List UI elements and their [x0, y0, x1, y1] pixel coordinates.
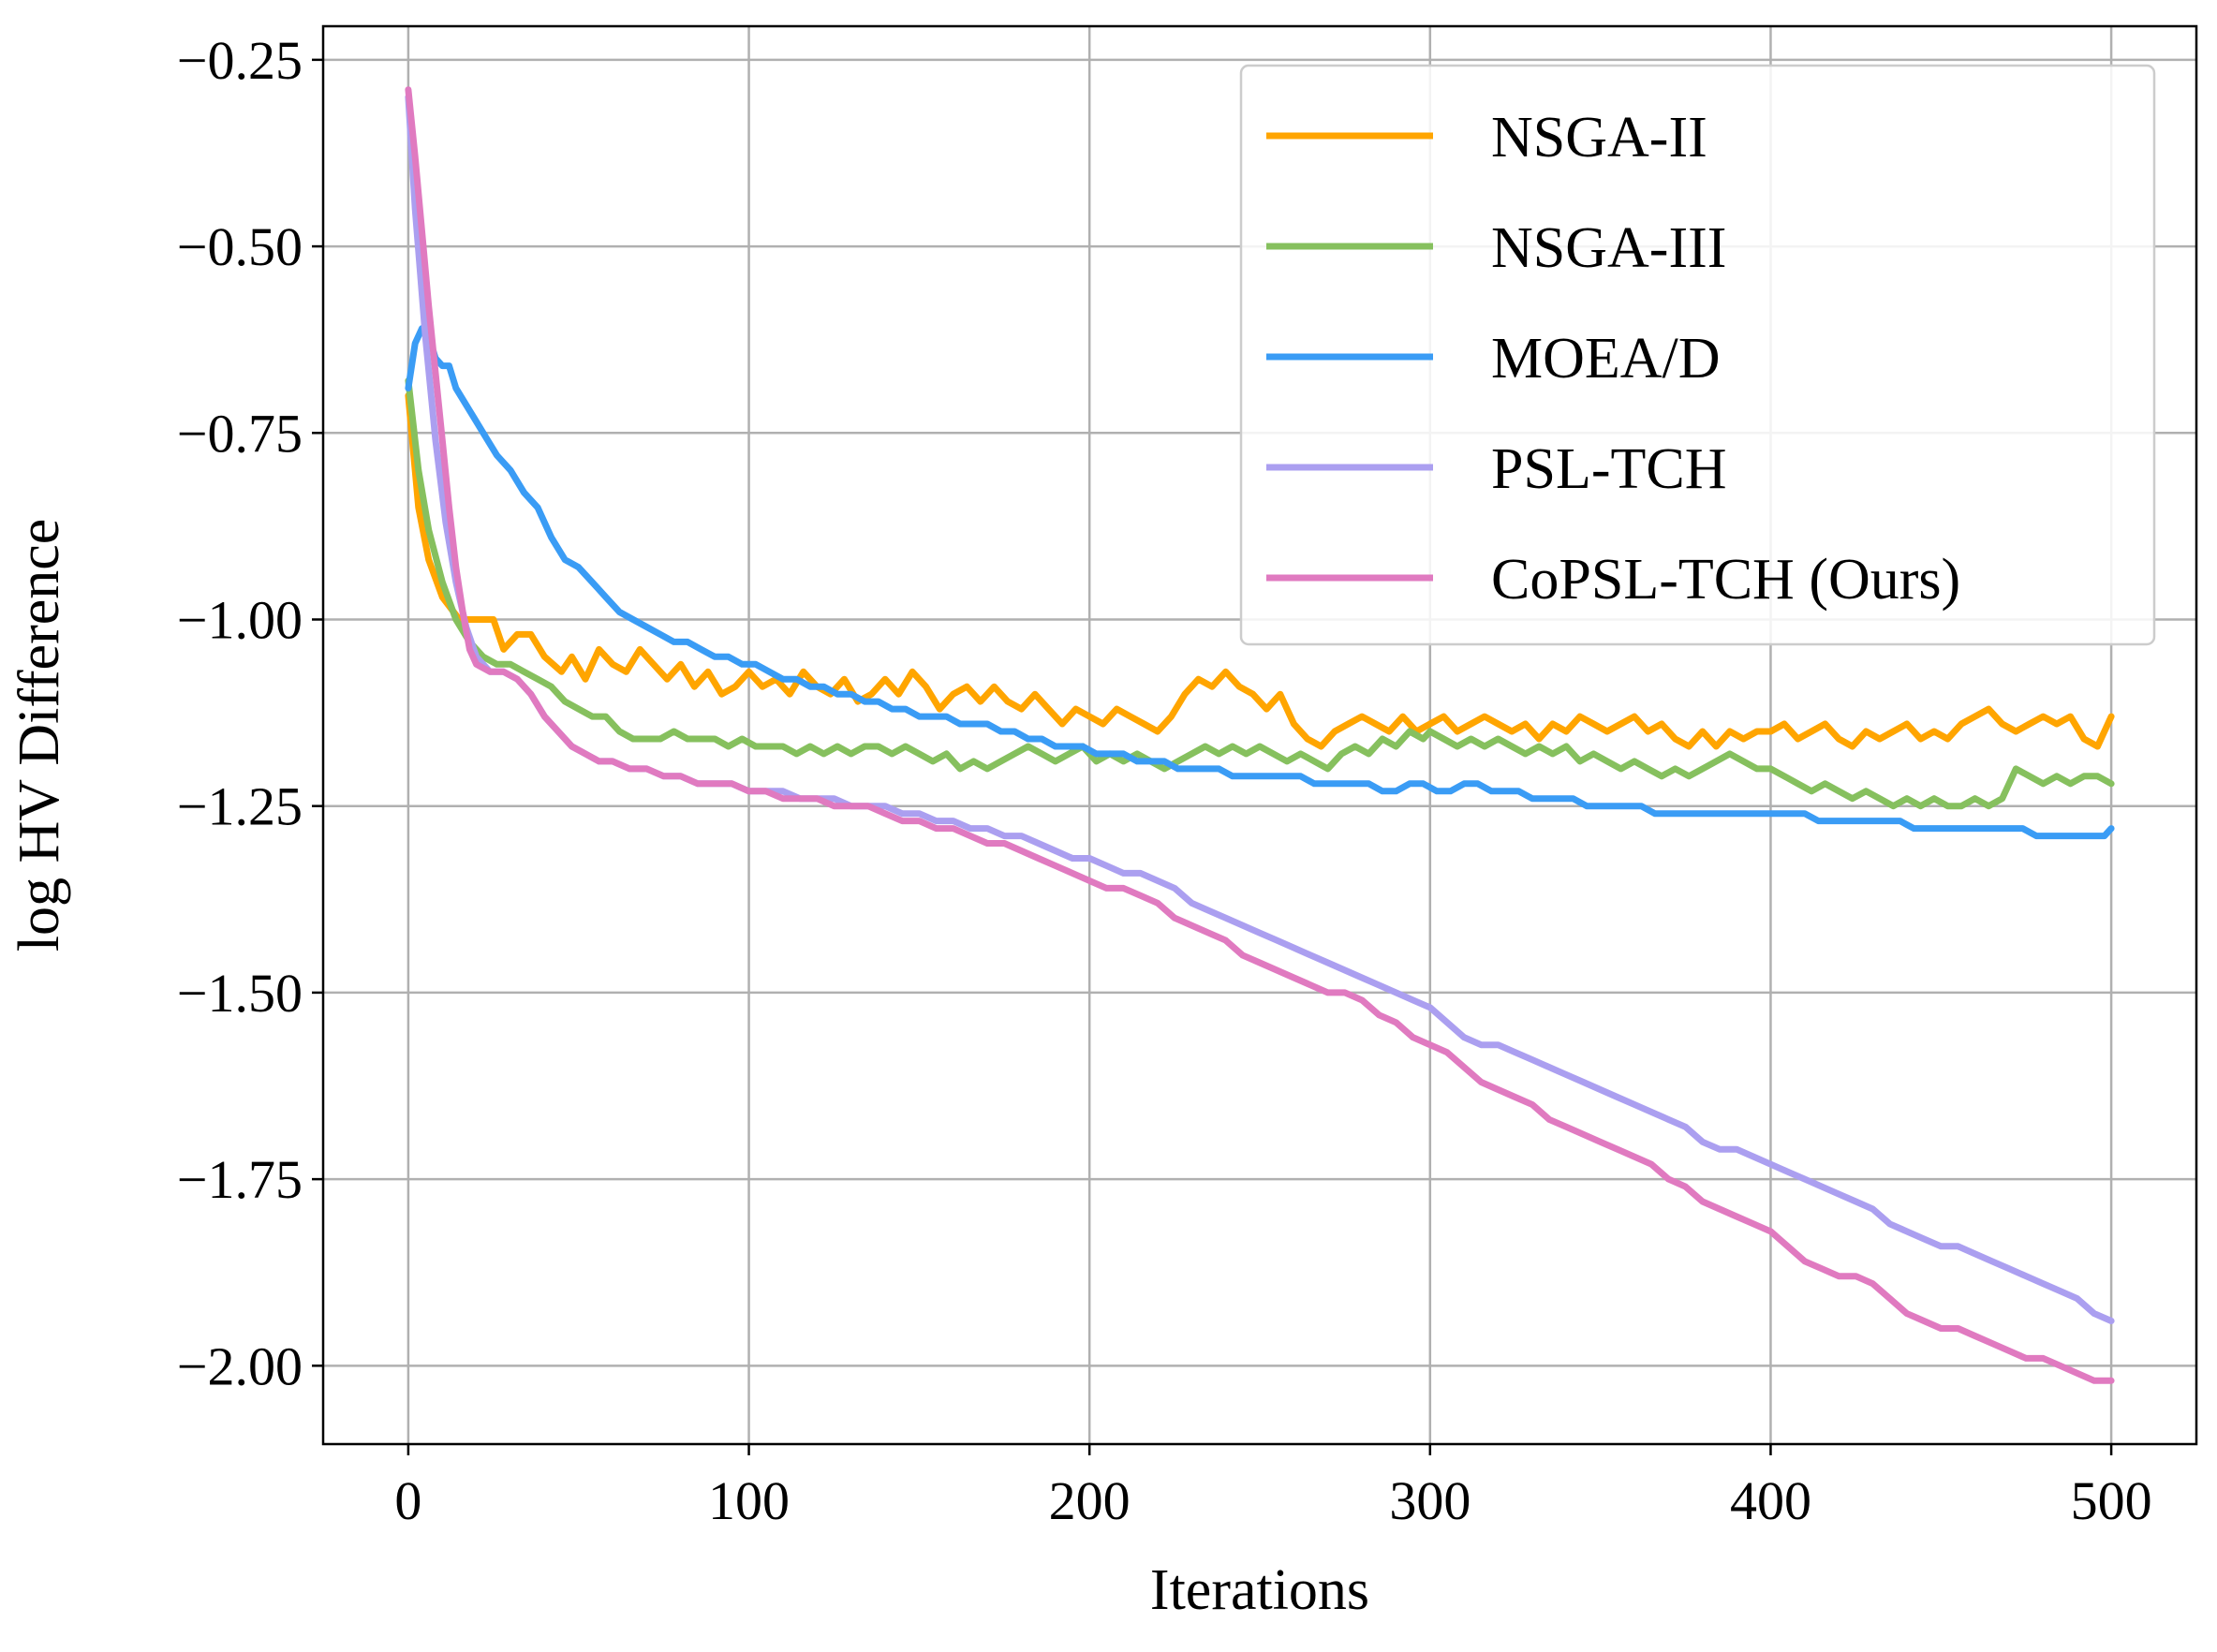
series-line-2 — [405, 377, 2115, 810]
y-axis-ticks: −0.25 −0.50 −0.75 −1.00 −1.25 −1.50 −1.75 −2.00 — [177, 30, 323, 1396]
y-tick-label: −0.75 — [177, 403, 303, 464]
x-tick-label: 500 — [2071, 1470, 2152, 1531]
y-tick-label: −0.50 — [177, 216, 303, 277]
plot-frame — [321, 24, 2198, 1446]
x-tick-label: 400 — [1730, 1470, 1811, 1531]
y-tick-label: −1.25 — [177, 776, 303, 837]
x-tick-label: 100 — [708, 1470, 790, 1531]
legend-label: MOEA/D — [1491, 327, 1721, 391]
y-tick-label: −1.75 — [177, 1149, 303, 1210]
series-line-1 — [405, 391, 2115, 750]
legend-label: NSGA-II — [1491, 106, 1707, 170]
x-tick-label: 200 — [1049, 1470, 1131, 1531]
x-tick-label: 0 — [394, 1470, 421, 1531]
x-tick-label: 300 — [1389, 1470, 1471, 1531]
y-tick-label: −2.00 — [177, 1335, 303, 1396]
y-tick-label: −0.25 — [177, 30, 303, 91]
x-axis-label: Iterations — [1150, 1558, 1369, 1622]
y-tick-label: −1.00 — [177, 589, 303, 650]
y-tick-label: −1.50 — [177, 963, 303, 1024]
legend-label: PSL-TCH — [1491, 437, 1726, 501]
series-line-5 — [405, 86, 2115, 1384]
legend-label: CoPSL-TCH (Ours) — [1491, 548, 1960, 612]
series-line-3 — [405, 325, 2115, 840]
legend-label: NSGA-III — [1491, 216, 1726, 280]
x-axis-ticks: 0 100 200 300 400 500 — [394, 1444, 2152, 1531]
y-axis-label: log HV Difference — [7, 519, 71, 952]
legend: NSGA-II NSGA-III MOEA/D PSL-TCH CoPSL-TCH (O… — [1239, 64, 2156, 646]
series-lines — [405, 86, 2115, 1384]
legend-box — [1239, 64, 2156, 646]
